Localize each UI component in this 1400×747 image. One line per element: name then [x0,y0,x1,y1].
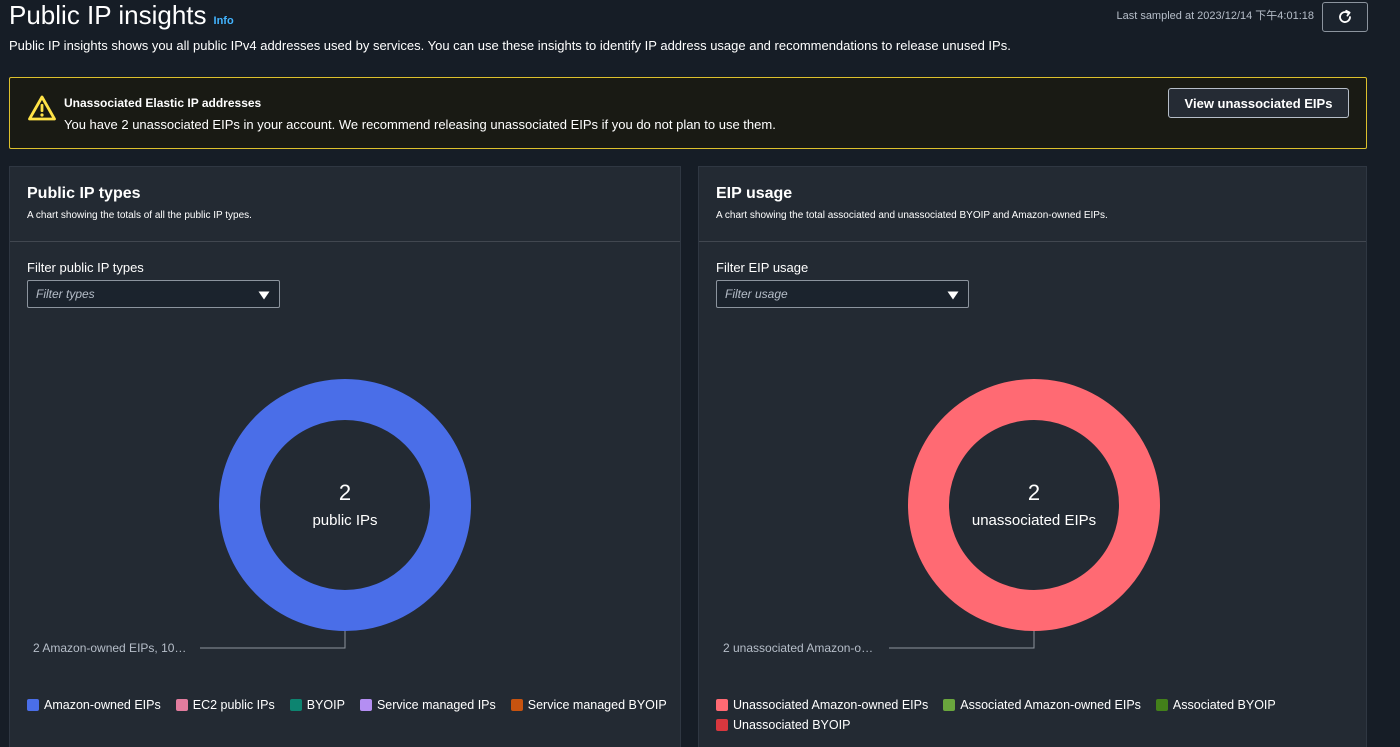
legend-item[interactable]: Service managed IPs [359,697,496,713]
panel-title: Public IP types [27,185,141,202]
legend-label: Unassociated Amazon-owned EIPs [733,698,929,712]
legend-item[interactable]: Unassociated Amazon-owned EIPs [716,697,928,713]
legend-swatch [289,699,302,711]
legend-label: Associated Amazon-owned EIPs [960,698,1141,712]
filter-placeholder: Filter usage [725,287,788,301]
legend-swatch [175,699,188,711]
legend-label: Unassociated BYOIP [733,718,851,732]
legend-swatch [943,699,956,711]
legend-label: Service managed IPs [376,698,496,712]
refresh-icon [1339,9,1351,23]
legend-label: EC2 public IPs [192,698,275,712]
legend-label: Service managed BYOIP [527,698,667,712]
legend-label: Amazon-owned EIPs [44,698,161,712]
page-description: Public IP insights shows you all public … [9,38,1011,53]
donut-center-label: public IPs [312,512,378,529]
legend-swatch [716,719,728,731]
callout-leader-line [200,631,346,649]
filter-label: Filter EIP usage [716,260,809,275]
unassociated-eip-alert: Unassociated Elastic IP addresses You ha… [9,77,1367,149]
legend-label: BYOIP [306,698,345,712]
alert-message: You have 2 unassociated EIPs in your acc… [64,117,776,132]
legend-item[interactable]: Service managed BYOIP [510,697,667,713]
public-ip-types-donut-chart [200,379,471,649]
legend-item[interactable]: BYOIP [289,697,345,713]
panel-header: Public IP types A chart showing the tota… [10,167,680,242]
caret-down-icon [258,291,270,300]
filter-types-select[interactable]: Filter types [27,280,280,308]
page-title: Public IP insights Info [9,0,234,31]
eip-usage-donut-chart [889,379,1160,649]
refresh-button[interactable] [1322,2,1368,32]
chart-legend: Amazon-owned EIPs EC2 public IPs BYOIP Serv… [27,697,670,713]
public-ip-types-panel: Public IP types A chart showing the tota… [9,166,681,747]
filter-label: Filter public IP types [27,260,144,275]
donut-center-label: unassociated EIPs [971,512,1097,529]
warning-icon [28,95,56,121]
legend-swatch [1155,699,1168,711]
chart-legend: Unassociated Amazon-owned EIPs Associated… [716,697,1356,733]
donut-center-value: 2 [338,480,352,505]
legend-item[interactable]: Associated BYOIP [1155,697,1276,713]
legend-swatch [27,699,39,711]
legend-swatch [510,699,523,711]
callout-leader-line [889,631,1035,649]
alert-title: Unassociated Elastic IP addresses [64,96,262,110]
page-title-text: Public IP insights [9,0,207,30]
last-sampled-text: Last sampled at 2023/12/14 下午4:01:18 [1116,10,1314,22]
donut-center-value: 2 [1027,480,1041,505]
donut-slice[interactable] [908,379,1160,631]
panel-subtitle: A chart showing the totals of all the pu… [27,210,252,221]
donut-slice[interactable] [219,379,471,631]
donut-callout-label: 2 Amazon-owned EIPs, 10… [33,641,187,655]
filter-placeholder: Filter types [36,287,95,301]
legend-swatch [359,699,372,711]
panel-header: EIP usage A chart showing the total asso… [699,167,1366,242]
legend-swatch [716,699,728,711]
legend-item[interactable]: EC2 public IPs [175,697,275,713]
panel-subtitle: A chart showing the total associated and… [716,210,1108,221]
panel-title: EIP usage [716,185,793,202]
donut-callout-label: 2 unassociated Amazon-o… [723,641,874,655]
caret-down-icon [947,291,959,300]
info-link[interactable]: Info [213,15,234,27]
legend-label: Associated BYOIP [1172,698,1276,712]
view-unassociated-eips-button[interactable]: View unassociated EIPs [1168,88,1349,118]
legend-item[interactable]: Unassociated BYOIP [716,717,850,733]
legend-item[interactable]: Associated Amazon-owned EIPs [943,697,1141,713]
filter-usage-select[interactable]: Filter usage [716,280,969,308]
eip-usage-panel: EIP usage A chart showing the total asso… [698,166,1367,747]
legend-item[interactable]: Amazon-owned EIPs [27,697,161,713]
